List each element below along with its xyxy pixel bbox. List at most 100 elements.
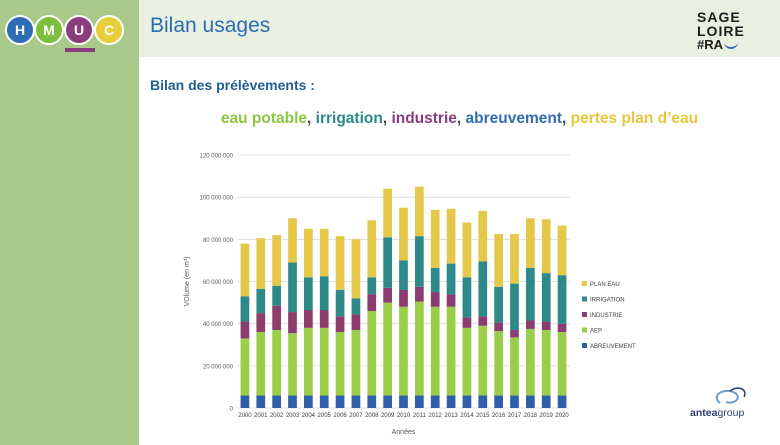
bar-segment [335, 236, 345, 290]
logo-letter-m: M [34, 15, 64, 45]
x-tick-label: 2006 [333, 413, 347, 419]
bar-segment [478, 395, 488, 408]
bar-segment [256, 332, 266, 396]
bar-segment [478, 261, 488, 317]
legend-industrie: industrie [391, 110, 457, 127]
bar-segment [319, 309, 329, 328]
legend-pertes-plan-eau: pertes plan d’eau [570, 110, 699, 127]
bar-segment [256, 288, 266, 314]
legend-label: ABREUVEMENT [590, 344, 636, 350]
y-tick-label: 20 000 000 [203, 364, 234, 370]
x-tick-label: 2005 [318, 413, 332, 419]
bar-segment [256, 313, 266, 333]
bar-segment [288, 312, 297, 334]
bar-segment [494, 395, 504, 408]
bar-segment [399, 289, 408, 307]
bar-segment [383, 395, 393, 408]
logo-letter-h: H [5, 15, 35, 45]
logo-letter-c: C [94, 15, 124, 45]
bar-segment [272, 305, 282, 330]
bar-segment [272, 395, 282, 408]
bar-segment [383, 188, 393, 238]
bar-segment [494, 234, 504, 287]
bar-segment [351, 395, 361, 408]
bar-segment [494, 286, 504, 323]
x-tick-label: 2008 [365, 413, 379, 419]
logo-underline [65, 48, 95, 52]
bar-segment [288, 395, 297, 408]
x-tick-label: 2010 [397, 413, 411, 419]
bar-segment [557, 275, 567, 324]
bar-segment [335, 289, 345, 317]
x-tick-label: 2004 [302, 413, 316, 419]
bar-segment [446, 294, 456, 307]
legend-abreuvement: abreuvement [465, 110, 562, 127]
legend-label: IRRIGATION [590, 298, 625, 304]
bar-segment [383, 237, 393, 288]
bar-segment [335, 316, 345, 333]
bar-segment [525, 328, 535, 396]
bar-segment [525, 218, 535, 268]
bar-segment [557, 323, 567, 333]
legend-swatch [582, 281, 587, 286]
header-band [139, 0, 780, 57]
y-tick-label: 60 000 000 [203, 280, 234, 286]
bar-segment [430, 209, 440, 268]
bar-segment [240, 296, 250, 322]
bar-segment [272, 285, 282, 306]
x-tick-label: 2001 [254, 413, 268, 419]
bar-segment [351, 314, 361, 330]
bar-segment [557, 395, 567, 408]
bar-segment [303, 327, 313, 396]
bar-segment [399, 260, 408, 290]
bar-segment [303, 395, 313, 408]
bar-segment [383, 287, 393, 303]
bar-segment [541, 395, 551, 408]
bar-segment [319, 327, 329, 396]
bar-segment [414, 395, 424, 408]
legend-swatch [582, 343, 587, 348]
bar-segment [557, 332, 567, 396]
bar-segment [399, 306, 408, 396]
x-tick-label: 2007 [349, 413, 363, 419]
x-tick-label: 2012 [429, 413, 443, 419]
legend-irrigation: irrigation [315, 110, 383, 127]
bar-segment [494, 331, 504, 396]
bar-segment [288, 262, 297, 313]
page-title: Bilan usages [150, 14, 271, 37]
legend-separator: , [456, 110, 462, 127]
bar-segment [510, 283, 519, 330]
bar-segment [351, 298, 361, 315]
x-tick-label: 2018 [524, 413, 538, 419]
bar-segment [478, 210, 488, 262]
bar-segment [430, 292, 440, 307]
x-tick-label: 2014 [460, 413, 474, 419]
bar-segment [541, 321, 551, 330]
bar-segment [446, 395, 456, 408]
bar-segment [510, 234, 519, 284]
legend-swatch [582, 312, 587, 317]
x-tick-label: 2013 [444, 413, 458, 419]
x-tick-label: 2009 [381, 413, 395, 419]
bar-segment [462, 327, 472, 396]
bar-segment [288, 218, 297, 263]
left-band [0, 0, 139, 445]
section-subtitle: Bilan des prélèvements : [150, 77, 315, 93]
x-tick-label: 2003 [286, 413, 300, 419]
sage-loire-logo: SAGE LOIRE #RA [697, 10, 757, 52]
stacked-bar-chart: 0 20 000 000 40 000 000 60 000 000 80 000 00… [184, 154, 636, 437]
bar-segment [510, 337, 519, 396]
bar-segment [351, 239, 361, 299]
bar-segment [319, 228, 329, 277]
bar-segment [462, 395, 472, 408]
sage-logo-line2: LOIRE [697, 23, 745, 39]
legend-label: INDUSTRIE [590, 313, 622, 319]
x-tick-label: 2000 [238, 413, 252, 419]
bar-segment [494, 322, 504, 332]
bar-segment [335, 332, 345, 396]
y-tick-label: 80 000 000 [203, 238, 234, 244]
bar-segment [525, 267, 535, 321]
x-tick-label: 2016 [492, 413, 506, 419]
bar-segment [367, 395, 377, 408]
sage-logo-line3: #RA [697, 37, 724, 52]
